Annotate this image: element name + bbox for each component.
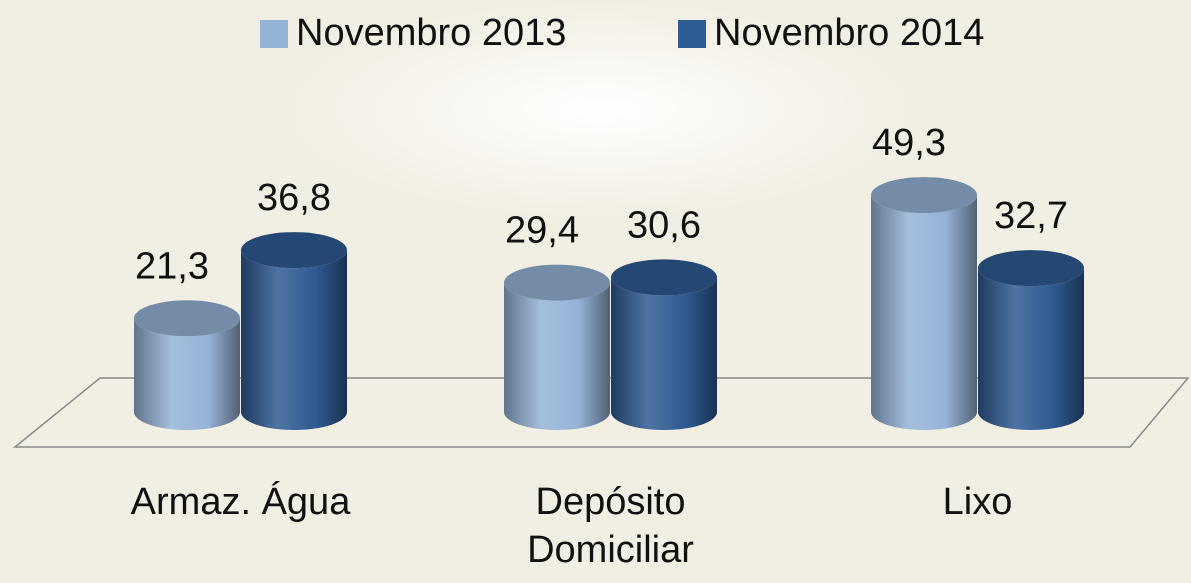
bar (504, 282, 610, 430)
bar (134, 318, 240, 430)
bar (611, 277, 717, 430)
value-label: 29,4 (505, 210, 579, 252)
bar (978, 268, 1084, 430)
legend-label: Novembro 2013 (296, 12, 566, 54)
value-label: 30,6 (627, 204, 701, 246)
bar-top (871, 177, 977, 214)
value-label: 36,8 (257, 177, 331, 219)
category-label: Depósito Domiciliar (527, 481, 694, 571)
bar (241, 250, 347, 430)
legend-label: Novembro 2014 (714, 12, 984, 54)
bar-top (134, 300, 240, 337)
legend-swatch (260, 20, 288, 48)
bar-top (504, 264, 610, 301)
value-label: 49,3 (872, 122, 946, 164)
bar-top (978, 250, 1084, 287)
bar-top (241, 232, 347, 269)
legend-swatch (678, 20, 706, 48)
value-label: 21,3 (135, 245, 209, 287)
bar-top (611, 259, 717, 296)
category-label: Armaz. Água (130, 481, 351, 523)
bar (871, 195, 977, 430)
floor (12, 377, 1190, 448)
category-label: Lixo (942, 481, 1013, 523)
value-label: 32,7 (994, 195, 1068, 237)
